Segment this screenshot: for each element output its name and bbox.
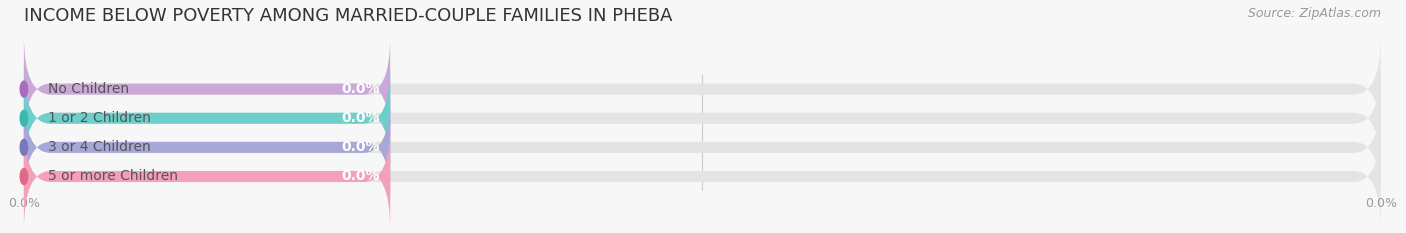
- FancyBboxPatch shape: [24, 36, 1381, 142]
- FancyBboxPatch shape: [24, 95, 391, 200]
- FancyBboxPatch shape: [24, 65, 391, 171]
- Text: Source: ZipAtlas.com: Source: ZipAtlas.com: [1247, 7, 1381, 20]
- Text: 0.0%: 0.0%: [340, 169, 380, 184]
- FancyBboxPatch shape: [24, 124, 1381, 229]
- Text: 0.0%: 0.0%: [340, 111, 380, 125]
- Text: 0.0%: 0.0%: [340, 140, 380, 154]
- Circle shape: [20, 139, 28, 155]
- FancyBboxPatch shape: [24, 65, 1381, 171]
- Circle shape: [20, 168, 28, 185]
- Text: 1 or 2 Children: 1 or 2 Children: [48, 111, 152, 125]
- Text: No Children: No Children: [48, 82, 129, 96]
- Text: INCOME BELOW POVERTY AMONG MARRIED-COUPLE FAMILIES IN PHEBA: INCOME BELOW POVERTY AMONG MARRIED-COUPL…: [24, 7, 672, 25]
- Text: 5 or more Children: 5 or more Children: [48, 169, 179, 184]
- Circle shape: [20, 110, 28, 126]
- FancyBboxPatch shape: [24, 124, 391, 229]
- Circle shape: [20, 81, 28, 97]
- Text: 3 or 4 Children: 3 or 4 Children: [48, 140, 150, 154]
- FancyBboxPatch shape: [24, 36, 391, 142]
- Text: 0.0%: 0.0%: [340, 82, 380, 96]
- FancyBboxPatch shape: [24, 95, 1381, 200]
